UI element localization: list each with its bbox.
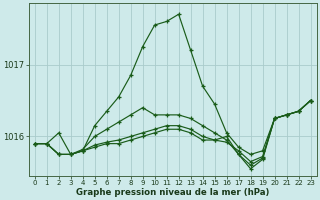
X-axis label: Graphe pression niveau de la mer (hPa): Graphe pression niveau de la mer (hPa) — [76, 188, 269, 197]
